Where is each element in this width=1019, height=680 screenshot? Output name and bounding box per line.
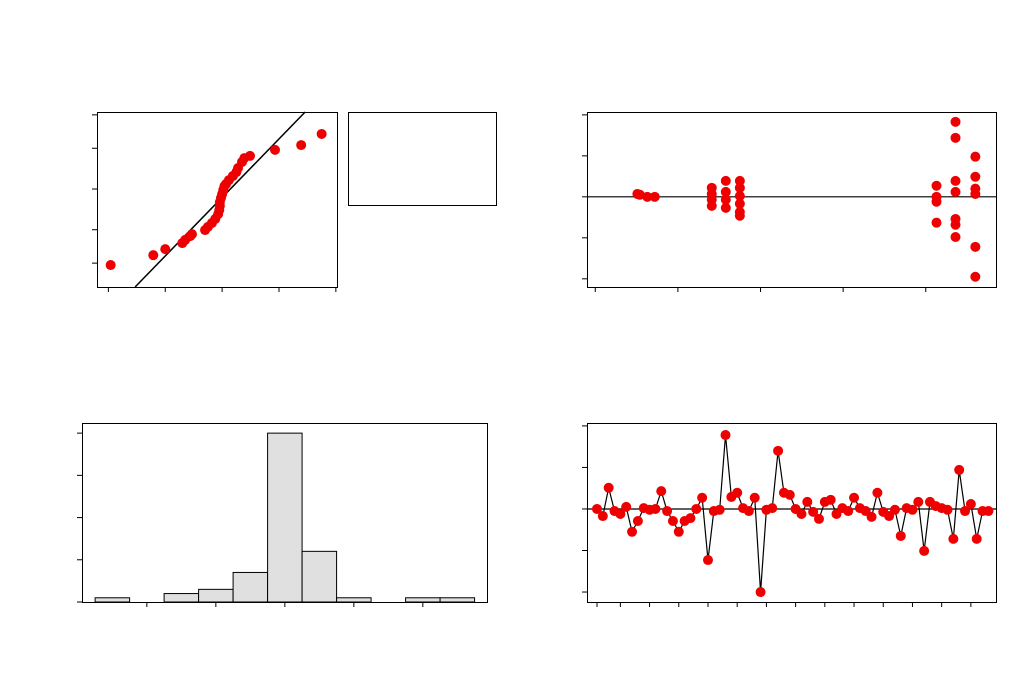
data-point xyxy=(907,504,918,515)
data-point xyxy=(650,503,661,514)
data-point xyxy=(970,241,981,252)
data-point xyxy=(872,487,883,498)
data-point xyxy=(720,194,731,205)
data-point xyxy=(720,430,731,441)
data-point xyxy=(866,511,877,522)
data-point xyxy=(270,144,281,155)
histogram-bar xyxy=(405,597,441,603)
data-point xyxy=(649,191,660,202)
data-point xyxy=(691,503,702,514)
data-point xyxy=(971,533,982,544)
data-point xyxy=(950,219,961,230)
data-point xyxy=(720,175,731,186)
data-point xyxy=(603,482,614,493)
data-point xyxy=(884,511,895,522)
plot-frame xyxy=(97,112,338,288)
data-point xyxy=(656,486,667,497)
histogram-bar xyxy=(439,597,476,603)
data-point xyxy=(597,511,608,522)
data-point xyxy=(813,513,824,524)
data-point xyxy=(784,489,795,500)
plot-frame xyxy=(587,112,997,288)
data-point xyxy=(673,526,684,537)
data-point xyxy=(970,188,981,199)
data-point xyxy=(296,140,307,151)
data-point xyxy=(895,530,906,541)
data-point xyxy=(950,232,961,242)
data-point xyxy=(706,200,717,211)
histogram-bar xyxy=(163,593,200,603)
data-point xyxy=(755,587,766,598)
data-point xyxy=(931,196,942,207)
data-point xyxy=(714,504,725,515)
data-point xyxy=(316,128,327,139)
data-point xyxy=(105,260,116,271)
data-point xyxy=(749,492,760,503)
data-point xyxy=(720,202,731,213)
data-point xyxy=(148,250,159,261)
data-point xyxy=(950,186,961,197)
data-point xyxy=(632,516,643,527)
data-point xyxy=(743,506,754,517)
data-point xyxy=(720,186,731,197)
data-point xyxy=(160,244,171,255)
data-point xyxy=(913,496,924,507)
data-point xyxy=(642,191,653,202)
data-point xyxy=(849,492,860,503)
histogram-bar xyxy=(94,597,131,603)
data-point xyxy=(950,175,961,186)
data-point xyxy=(697,492,708,503)
data-point xyxy=(662,506,673,517)
data-point xyxy=(965,498,976,509)
data-point xyxy=(948,533,959,544)
data-point xyxy=(244,150,255,161)
plot-frame xyxy=(587,423,997,603)
data-point xyxy=(970,151,981,162)
data-point xyxy=(942,504,953,515)
data-point xyxy=(734,198,745,209)
data-point xyxy=(931,217,942,228)
data-point xyxy=(667,516,678,527)
data-point xyxy=(825,494,836,505)
data-point xyxy=(734,191,745,202)
data-point xyxy=(734,182,745,193)
data-point xyxy=(734,175,745,186)
data-point xyxy=(702,555,713,566)
data-point xyxy=(685,513,696,524)
data-point xyxy=(808,506,819,517)
data-point xyxy=(843,506,854,517)
data-point xyxy=(773,445,784,456)
data-point xyxy=(950,132,961,143)
data-point xyxy=(931,180,942,191)
data-point xyxy=(983,506,994,517)
data-point xyxy=(960,506,971,517)
data-point xyxy=(627,526,638,537)
data-point xyxy=(615,508,626,519)
histogram-bar xyxy=(232,571,269,603)
data-point xyxy=(889,504,900,515)
data-point xyxy=(767,503,778,514)
data-point xyxy=(732,487,743,498)
data-point xyxy=(186,229,197,240)
data-point xyxy=(954,464,965,475)
histogram-bar xyxy=(198,588,234,603)
data-point xyxy=(621,501,632,512)
data-point xyxy=(591,503,602,514)
data-point xyxy=(802,496,813,507)
data-point xyxy=(734,210,745,221)
histogram-bar xyxy=(267,432,303,603)
legend-box xyxy=(348,112,497,206)
data-point xyxy=(919,545,930,556)
data-point xyxy=(950,116,961,127)
data-point xyxy=(796,508,807,519)
histogram-bar xyxy=(301,550,338,603)
data-point xyxy=(970,271,981,282)
histogram-bar xyxy=(336,597,372,603)
data-point xyxy=(970,171,981,182)
